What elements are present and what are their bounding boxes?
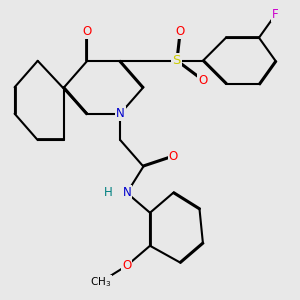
- Text: N: N: [122, 186, 131, 200]
- Text: CH$_3$: CH$_3$: [90, 275, 111, 289]
- Text: O: O: [82, 25, 92, 38]
- Text: N: N: [116, 107, 125, 120]
- Text: S: S: [172, 54, 181, 67]
- Text: O: O: [96, 277, 105, 287]
- Text: H: H: [104, 186, 113, 200]
- Text: O: O: [175, 25, 184, 38]
- Text: O: O: [198, 74, 208, 87]
- Text: F: F: [272, 8, 279, 21]
- Text: O: O: [169, 150, 178, 163]
- Text: O: O: [122, 259, 131, 272]
